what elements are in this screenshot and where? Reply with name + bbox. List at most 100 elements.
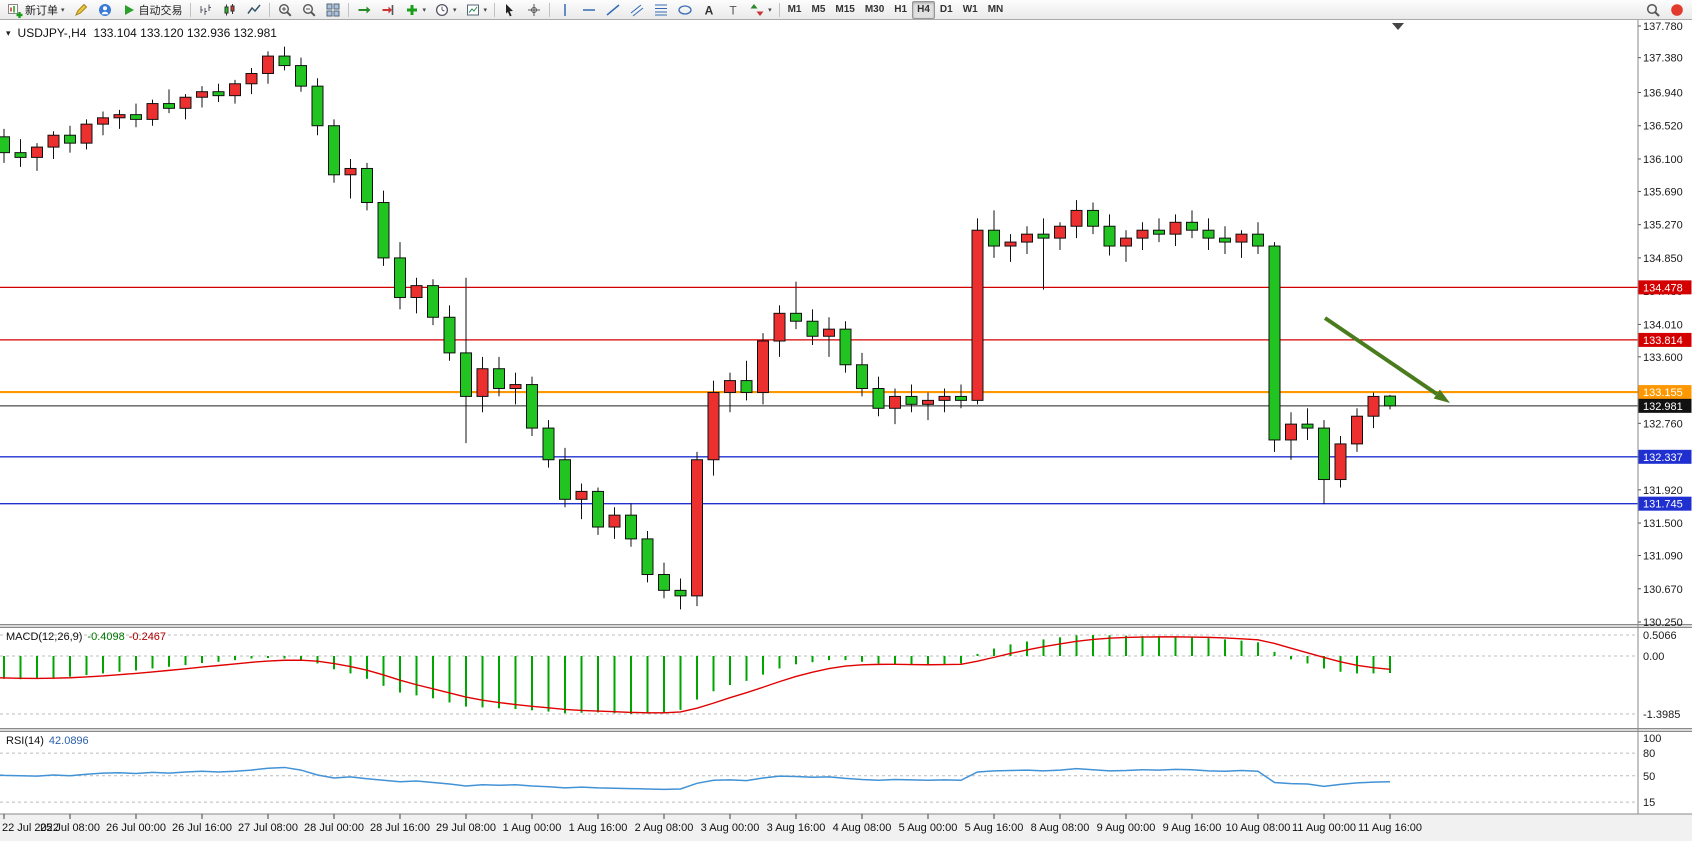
- candle-body: [674, 589, 687, 597]
- current-bid-line-tag[interactable]: 132.981: [1638, 398, 1692, 413]
- horizontal-line-button[interactable]: [577, 1, 601, 19]
- chart-background: [0, 20, 1692, 814]
- price-axis[interactable]: 137.780 137.380 136.940 136.520 136.100 135.6…: [1637, 20, 1692, 814]
- panel-divider-rsi[interactable]: [0, 728, 1692, 732]
- time-axis-label: 26 Jul 00:00: [106, 822, 166, 834]
- zoom-in-icon: [277, 2, 293, 18]
- chart-canvas[interactable]: 137.780 137.380 136.940 136.520 136.100 135.6…: [0, 20, 1692, 841]
- candles-icon: [222, 2, 238, 18]
- bar-chart-button[interactable]: [194, 1, 218, 19]
- mql5-community-button[interactable]: [93, 1, 117, 19]
- pivot-line-orange-tag[interactable]: 133.155: [1638, 385, 1692, 400]
- panel-divider-macd[interactable]: [0, 624, 1692, 628]
- macd-axis-label: 0.00: [1643, 651, 1664, 663]
- candle-body: [641, 538, 654, 576]
- trendline-button[interactable]: [601, 1, 625, 19]
- indicator-add-icon: [404, 2, 420, 18]
- auto-scroll-button[interactable]: [352, 1, 376, 19]
- notifications-button[interactable]: [1665, 1, 1689, 19]
- candle-body: [229, 83, 241, 97]
- price-axis-label: 130.670: [1643, 584, 1683, 596]
- timeframe-button-h4[interactable]: H4: [912, 0, 935, 19]
- candle-body: [542, 427, 555, 461]
- candle-body: [311, 85, 324, 127]
- candle-body: [691, 459, 703, 597]
- timeframe-button-w1[interactable]: W1: [962, 4, 978, 15]
- candle-body: [1367, 395, 1380, 417]
- new-order-button-label: 新订单: [25, 4, 58, 17]
- candle-body: [1087, 209, 1099, 227]
- price-axis-label: 136.940: [1643, 87, 1683, 99]
- support-line-upper-tag[interactable]: 132.337: [1638, 449, 1692, 464]
- candle-body: [1384, 395, 1396, 407]
- autotrading-button[interactable]: 自动交易: [117, 1, 187, 19]
- candle-body: [608, 514, 621, 528]
- tile-windows-button[interactable]: [321, 1, 345, 19]
- fib-icon: [653, 2, 669, 18]
- time-axis-label: 1 Aug 00:00: [503, 822, 562, 834]
- time-axis-label: 3 Aug 00:00: [701, 822, 760, 834]
- timeframe-button-m15[interactable]: M15: [835, 4, 855, 15]
- channel-button[interactable]: [625, 1, 649, 19]
- text-button[interactable]: A: [697, 1, 721, 19]
- chevron-down-icon: ▾: [768, 6, 772, 14]
- time-axis-label: 10 Aug 08:00: [1226, 822, 1291, 834]
- candlestick-chart-button[interactable]: [218, 1, 242, 19]
- metaeditor-button[interactable]: [69, 1, 93, 19]
- templates-button[interactable]: ▾: [461, 1, 492, 19]
- crosshair-button[interactable]: [522, 1, 546, 19]
- candle-body: [328, 125, 340, 176]
- candle-body: [1202, 229, 1215, 239]
- timeframe-button-m30[interactable]: M30: [864, 4, 885, 15]
- timeframe-button-h1[interactable]: H1: [894, 4, 908, 15]
- label-button[interactable]: T: [721, 1, 745, 19]
- search-button[interactable]: [1641, 1, 1665, 19]
- candle-body: [790, 312, 802, 322]
- candle-body: [740, 380, 753, 393]
- price-panel: [0, 23, 1638, 610]
- candle-body: [163, 103, 175, 109]
- chart-shift-marker[interactable]: [1392, 23, 1404, 30]
- new-order-icon: [7, 2, 23, 18]
- resistance-line-lower-tag[interactable]: 133.814: [1638, 332, 1692, 347]
- indicators-button[interactable]: ▾: [400, 1, 431, 19]
- support-line-lower-tag[interactable]: 131.745: [1638, 496, 1692, 511]
- zoom-out-button[interactable]: [297, 1, 321, 19]
- time-axis-label: 9 Aug 16:00: [1163, 822, 1222, 834]
- fibonacci-button[interactable]: [649, 1, 673, 19]
- resistance-line-upper-tag[interactable]: 134.478: [1638, 280, 1692, 295]
- candle-body: [212, 91, 225, 97]
- timeframe-button-mn[interactable]: MN: [987, 4, 1004, 15]
- macd-axis-label: 0.5066: [1643, 630, 1677, 642]
- chart-shift-button[interactable]: [376, 1, 400, 19]
- periods-button[interactable]: ▾: [430, 1, 461, 19]
- line-chart-button[interactable]: [242, 1, 266, 19]
- macd-histogram: [3, 634, 1391, 714]
- time-axis-label: 28 Jul 16:00: [370, 822, 430, 834]
- time-axis-label: 9 Aug 00:00: [1097, 822, 1156, 834]
- time-axis-label: 2 Aug 08:00: [635, 822, 694, 834]
- shapes-icon: [677, 2, 693, 18]
- metaeditor-icon: [73, 2, 89, 18]
- shapes-button[interactable]: [673, 1, 697, 19]
- time-axis-label: 1 Aug 16:00: [569, 822, 628, 834]
- time-axis-label: 8 Aug 08:00: [1031, 822, 1090, 834]
- candles-layer: [0, 46, 1396, 610]
- trend-arrow-annotation[interactable]: [1323, 316, 1450, 403]
- cursor-button[interactable]: [498, 1, 522, 19]
- timeframe-button-d1[interactable]: D1: [939, 4, 953, 15]
- timeframe-button-m1[interactable]: M1: [787, 4, 802, 15]
- time-axis-label: 5 Aug 00:00: [899, 822, 958, 834]
- candle-body: [476, 368, 489, 397]
- candle-body: [1153, 229, 1165, 235]
- arrows-button[interactable]: ▾: [745, 1, 776, 19]
- macd-signal-line: [0, 636, 1391, 714]
- candle-body: [889, 395, 901, 409]
- timeframe-button-m5[interactable]: M5: [811, 4, 826, 15]
- zoom-in-button[interactable]: [273, 1, 297, 19]
- svg-text:A: A: [705, 3, 714, 17]
- vertical-line-button[interactable]: [553, 1, 577, 19]
- new-order-button[interactable]: 新订单 ▾: [3, 1, 69, 19]
- chart-window: 137.780 137.380 136.940 136.520 136.100 135.6…: [0, 20, 1692, 841]
